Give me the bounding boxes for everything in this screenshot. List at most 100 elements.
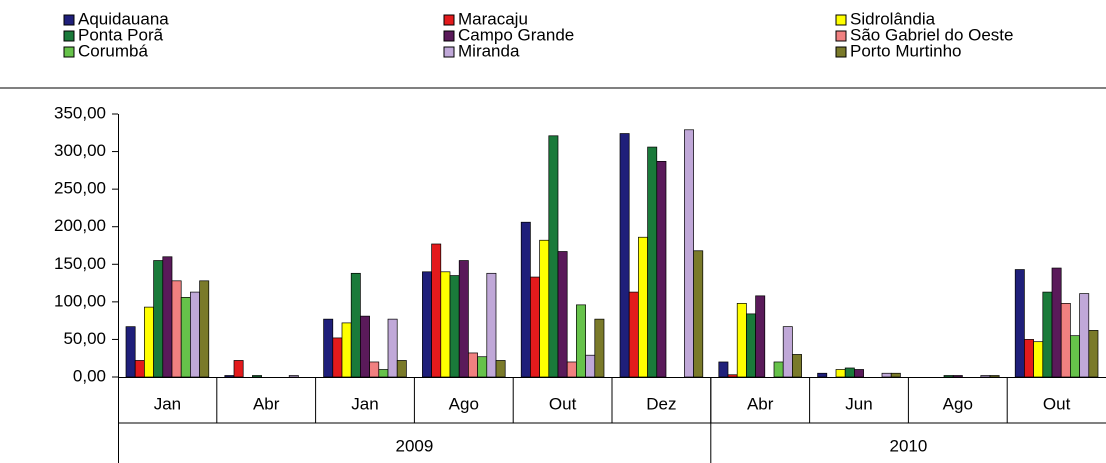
legend-swatch (63, 30, 75, 42)
legend-swatch (443, 30, 455, 42)
bar (468, 352, 478, 378)
bar (431, 243, 442, 378)
legend-label: Ponta Porã (78, 25, 164, 44)
legend-label: Aquidauana (78, 9, 169, 28)
bar (387, 318, 398, 378)
bar (224, 375, 235, 378)
bar (656, 160, 667, 378)
bar (952, 375, 963, 378)
bar (486, 272, 497, 378)
legend-label: Maracaju (458, 9, 528, 28)
group-label: 2009 (395, 436, 433, 455)
bar (693, 250, 704, 378)
bar (817, 372, 828, 378)
bar (989, 375, 1000, 378)
bar (378, 369, 389, 378)
bar (1033, 341, 1044, 378)
bar (773, 361, 784, 378)
bar (422, 271, 432, 378)
bar (458, 260, 469, 378)
bar (1014, 269, 1025, 378)
y-tick-label: 350,00 (54, 103, 106, 122)
bar (162, 256, 173, 378)
bar (792, 354, 802, 378)
bar (718, 361, 729, 378)
bar (190, 291, 200, 378)
x-tick-label: Out (549, 394, 577, 413)
y-tick-label: 200,00 (54, 216, 106, 235)
bar (539, 239, 550, 378)
legend-swatch (835, 14, 847, 26)
y-tick-label: 100,00 (54, 291, 106, 310)
bar (638, 236, 648, 378)
x-tick-label: Jun (845, 394, 872, 413)
bar (252, 375, 262, 378)
bar (727, 374, 738, 378)
bar (477, 356, 488, 378)
bar (332, 337, 343, 378)
bar (736, 303, 747, 378)
bar (881, 372, 892, 378)
legend-swatch (443, 46, 455, 58)
bar (520, 221, 531, 378)
bar (594, 318, 605, 378)
x-tick-label: Abr (253, 394, 280, 413)
bar (1042, 291, 1053, 378)
bar (396, 360, 407, 378)
bar (835, 369, 846, 378)
bar (782, 326, 793, 378)
legend-label: Miranda (458, 41, 520, 60)
bar (943, 375, 954, 378)
bar (557, 251, 568, 378)
bar (684, 129, 694, 378)
group-label: 2010 (889, 436, 927, 455)
legend-label: Corumbá (78, 41, 148, 60)
y-tick-label: 150,00 (54, 254, 106, 273)
x-tick-label: Dez (646, 394, 676, 413)
x-tick-label: Ago (943, 394, 973, 413)
bar (1024, 339, 1034, 378)
bar (980, 375, 991, 378)
y-tick-label: 50,00 (63, 329, 106, 348)
bar (171, 280, 182, 378)
bar (619, 133, 630, 378)
legend-label: Campo Grande (458, 25, 574, 44)
bar (1079, 293, 1090, 378)
bar (530, 276, 540, 378)
bar (647, 146, 658, 378)
bar (1088, 330, 1099, 378)
bar (576, 304, 586, 378)
bar (288, 375, 299, 378)
legend-label: Porto Murtinho (850, 41, 962, 60)
bar (180, 296, 191, 378)
bar (323, 318, 334, 378)
y-tick-label: 0,00 (73, 366, 106, 385)
bar (746, 313, 756, 378)
x-tick-label: Out (1043, 394, 1071, 413)
bar (199, 280, 210, 378)
legend-swatch (835, 30, 847, 42)
bar (341, 322, 352, 378)
x-tick-label: Jan (351, 394, 378, 413)
bar (440, 271, 451, 378)
x-tick-label: Abr (747, 394, 774, 413)
bar (1051, 267, 1062, 378)
bar (134, 360, 145, 378)
bar (125, 326, 136, 378)
bar (755, 295, 766, 378)
bar (548, 135, 559, 378)
x-tick-label: Jan (154, 394, 181, 413)
y-tick-label: 250,00 (54, 179, 106, 198)
bar (495, 360, 506, 378)
bar (350, 272, 361, 378)
bar (854, 369, 864, 378)
bar (585, 354, 596, 378)
y-tick-label: 300,00 (54, 141, 106, 160)
bar (566, 361, 577, 378)
bar (144, 306, 154, 378)
bar (628, 291, 639, 378)
bar (233, 360, 244, 378)
legend-swatch (835, 46, 847, 58)
legend-label: São Gabriel do Oeste (850, 25, 1013, 44)
